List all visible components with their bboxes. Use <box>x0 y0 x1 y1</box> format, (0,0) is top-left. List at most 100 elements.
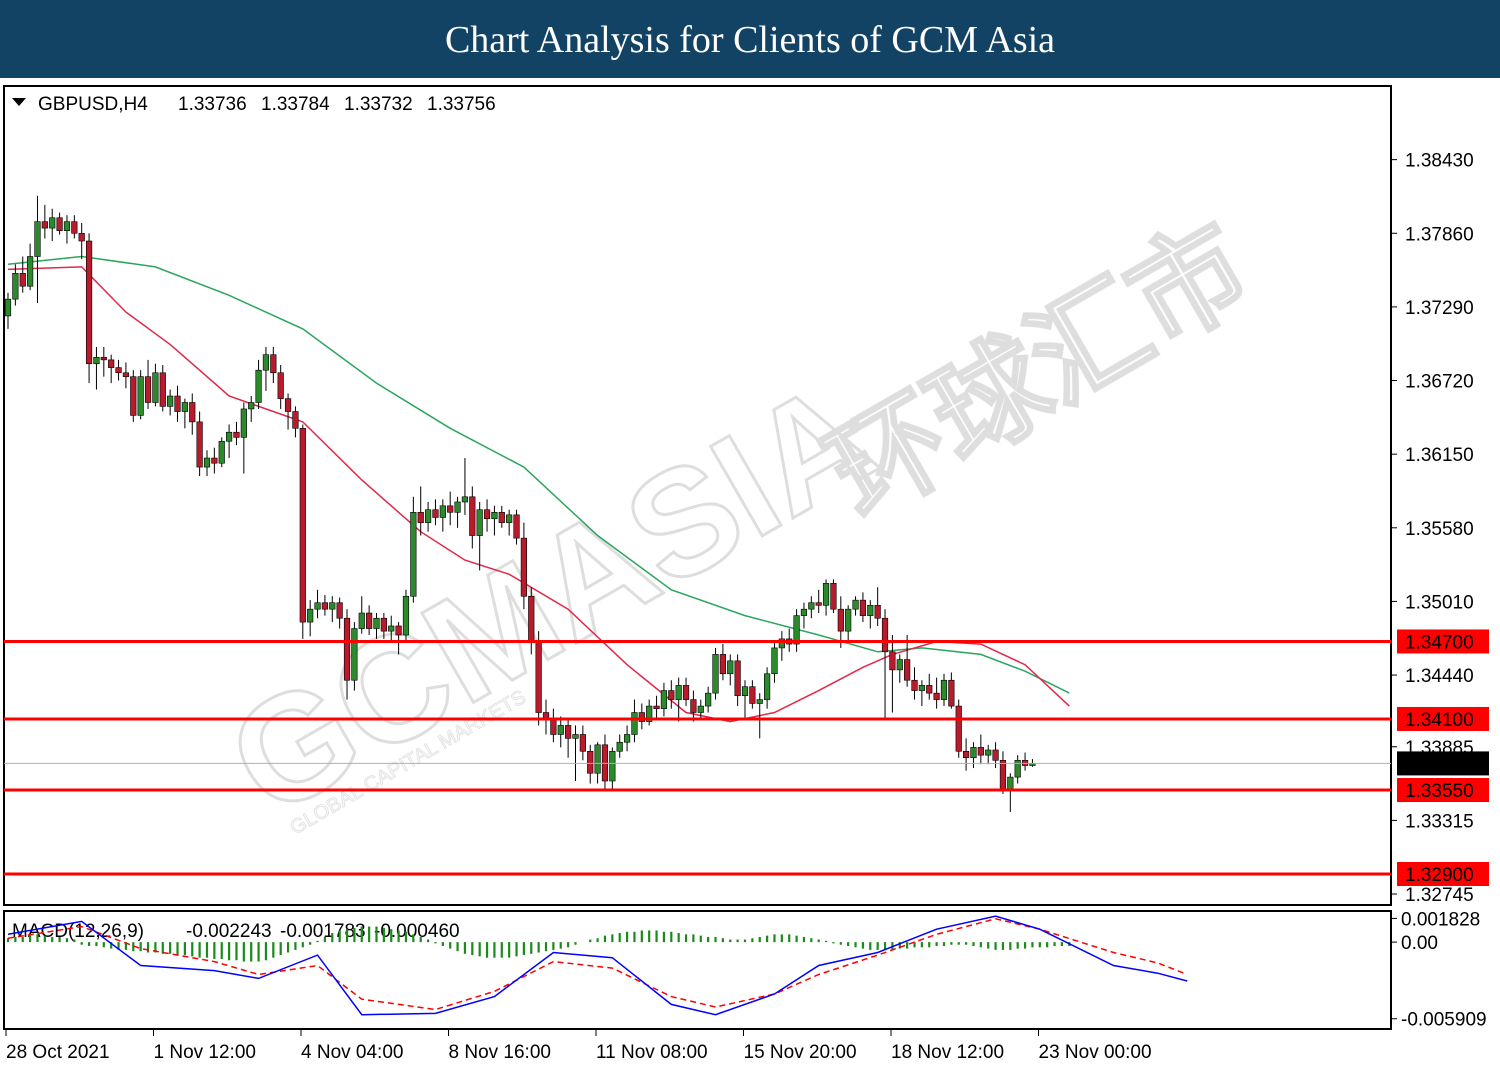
candle-body <box>764 673 771 700</box>
candle-body <box>638 712 645 722</box>
ohlc-high: 1.33784 <box>261 94 330 115</box>
candle-body <box>454 501 461 513</box>
candle-body <box>587 750 594 774</box>
candle-body <box>476 509 483 536</box>
candle-body <box>889 651 896 671</box>
candle-body <box>962 750 970 759</box>
signal-value: -0.001783 <box>280 921 366 942</box>
level-label-bg <box>1397 706 1489 731</box>
candle-body <box>366 612 373 629</box>
ohlc-open: 1.33736 <box>178 94 247 115</box>
candle-body <box>793 615 800 645</box>
candle-body <box>904 659 911 681</box>
title-banner: Chart Analysis for Clients of GCM Asia <box>0 0 1500 78</box>
candle-body <box>424 509 432 523</box>
candle-body <box>373 617 380 629</box>
macd-signal-line <box>7 918 1188 1011</box>
candle-body <box>314 602 321 610</box>
y-tick-label: 1.36150 <box>1405 445 1474 466</box>
x-tick-label: 11 Nov 08:00 <box>596 1042 708 1063</box>
candle-body <box>469 496 476 536</box>
candle-body <box>940 679 948 700</box>
candle-body <box>12 273 19 300</box>
candle-body <box>255 369 262 403</box>
candle-body <box>498 511 505 523</box>
candle-body <box>19 273 26 287</box>
x-tick-label: 1 Nov 12:00 <box>154 1042 256 1063</box>
y-tick-label: 1.36720 <box>1405 372 1474 393</box>
candle-body <box>741 686 749 697</box>
candle-body <box>719 654 726 675</box>
candle-body <box>122 372 130 377</box>
candle-body <box>292 411 299 429</box>
candle-body <box>85 240 93 365</box>
candle-body <box>631 712 638 735</box>
candle-body <box>572 734 579 739</box>
candle-body <box>41 221 48 229</box>
dropdown-arrow-icon[interactable] <box>12 98 26 106</box>
candle-body <box>800 608 808 616</box>
candle-body <box>881 617 889 653</box>
y-tick-label: 1.35580 <box>1405 519 1474 540</box>
candle-body <box>675 685 682 700</box>
x-tick-label: 15 Nov 20:00 <box>744 1042 857 1063</box>
candle-body <box>874 605 881 619</box>
candle-body <box>756 699 763 704</box>
candle-body <box>137 376 144 416</box>
symbol-label: GBPUSD,H4 <box>38 94 148 115</box>
candle-body <box>926 685 933 694</box>
candle-body <box>867 605 874 616</box>
level-label-bg <box>1397 629 1489 654</box>
candle-body <box>565 725 572 739</box>
candle-body <box>277 372 284 399</box>
candle-body <box>616 741 623 752</box>
y-tick-label: 1.37290 <box>1405 298 1474 319</box>
candle-body <box>579 734 586 752</box>
candle-body <box>1014 760 1021 778</box>
candle-body <box>100 356 107 361</box>
candle-body <box>108 359 115 368</box>
candle-body <box>461 496 469 503</box>
candle-body <box>690 699 697 713</box>
candle-body <box>321 602 329 610</box>
candle-body <box>1021 760 1029 766</box>
banner-title: Chart Analysis for Clients of GCM Asia <box>444 19 1056 61</box>
candle-body <box>56 217 63 231</box>
candle-body <box>734 660 741 697</box>
level-label: 1.32900 <box>1405 865 1474 886</box>
candle-body <box>955 705 962 752</box>
candle-body <box>218 440 225 464</box>
candle-body <box>845 608 852 632</box>
level-label: 1.34700 <box>1405 632 1474 653</box>
macd-main-line <box>7 915 1188 1016</box>
macd-y-tick-label: 0.00 <box>1401 933 1438 954</box>
candle-body <box>535 641 542 713</box>
candle-body <box>609 750 616 782</box>
candle-body <box>71 221 78 234</box>
candle-body <box>203 457 211 468</box>
candle-body <box>513 514 520 539</box>
y-tick-label: 1.37860 <box>1405 224 1474 245</box>
macd-value: -0.002243 <box>186 921 272 942</box>
candle-body <box>226 431 233 442</box>
candle-body <box>822 583 830 606</box>
candle-body <box>483 509 491 520</box>
candle-body <box>270 354 277 374</box>
candle-body <box>852 599 859 610</box>
x-tick-label: 23 Nov 00:00 <box>1039 1042 1152 1063</box>
candle-body <box>93 356 100 365</box>
macd-y-tick-label: 0.001828 <box>1401 909 1480 930</box>
x-tick-label: 8 Nov 16:00 <box>449 1042 551 1063</box>
y-tick-label: 1.35010 <box>1405 592 1474 613</box>
macd-y-tick-label: -0.005909 <box>1401 1010 1487 1031</box>
current-price-label: 1.33756 <box>1405 754 1474 775</box>
candle-body <box>808 602 815 610</box>
candle-body <box>34 221 41 257</box>
ohlc-low: 1.33732 <box>344 94 413 115</box>
candle-body <box>911 679 918 691</box>
candle-body <box>189 402 196 423</box>
candle-body <box>27 256 34 287</box>
candle-body <box>918 685 925 691</box>
candle-body <box>727 660 734 675</box>
candle-body <box>417 511 424 523</box>
